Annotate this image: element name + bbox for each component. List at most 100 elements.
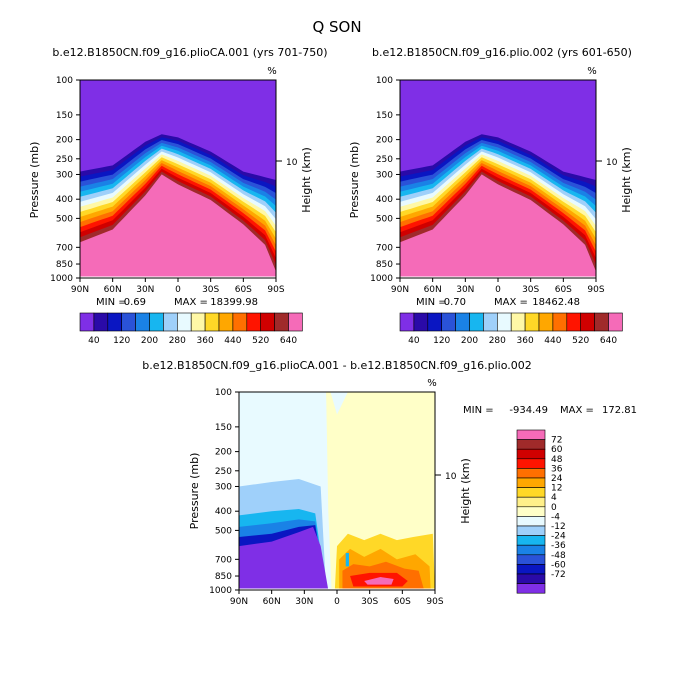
pressure-tick-label: 850 (376, 260, 393, 270)
colorbar-label: -4 (551, 512, 560, 522)
colorbar-label: 0 (551, 503, 557, 513)
panel-1-min-value: 0.69 (124, 297, 146, 308)
panel-1-right-axis-label: Height (km) (300, 147, 313, 213)
pressure-tick-label: 850 (215, 572, 232, 582)
colorbar-label: 360 (197, 336, 214, 346)
pressure-tick-label: 300 (56, 170, 73, 180)
panel-1-colorbar: 40 120 200 280 360 440 520 640 (79, 312, 303, 346)
contour-band (345, 552, 349, 567)
pressure-tick-label: 400 (56, 195, 73, 205)
colorbar-swatch (413, 312, 429, 332)
lat-tick-label: 30N (136, 285, 154, 295)
pressure-tick-label: 1000 (209, 586, 232, 596)
panel-2-right-axis-label: Height (km) (620, 147, 633, 213)
colorbar-swatch (93, 312, 109, 332)
panel-2-min-value: 0.70 (444, 297, 466, 308)
panel-1-min-label: MIN = (96, 297, 127, 308)
colorbar-swatch (516, 535, 546, 546)
colorbar-swatch (204, 312, 220, 332)
lat-tick-label: 90N (71, 285, 89, 295)
pressure-tick-label: 700 (376, 243, 393, 253)
colorbar-swatch (516, 564, 546, 575)
colorbar-swatch (516, 429, 546, 440)
panel-3-max-label: MAX = (560, 405, 594, 416)
figure-title: Q SON (312, 18, 361, 36)
panel-1-max-value: 18399.98 (210, 297, 258, 308)
colorbar-label: 120 (113, 336, 130, 346)
colorbar-swatch (135, 312, 150, 332)
colorbar-swatch (246, 312, 262, 332)
colorbar-swatch (594, 312, 609, 332)
contour-band (400, 174, 596, 278)
panel-3: b.e12.B1850CN.f09_g16.plioCA.001 - b.e12… (142, 359, 637, 607)
panel-2: b.e12.B1850CN.f09_g16.plio.002 (yrs 601-… (348, 46, 633, 346)
lat-tick-label: 90S (587, 285, 604, 295)
colorbar-swatch (516, 448, 546, 460)
colorbar-swatch (427, 312, 442, 332)
pressure-tick-label: 400 (215, 507, 232, 517)
pressure-tick-label: 400 (376, 195, 393, 205)
lat-tick-label: 60N (424, 285, 442, 295)
pressure-tick-label: 1000 (370, 274, 393, 284)
colorbar-swatch (552, 312, 568, 332)
panel-1-field (80, 80, 276, 278)
colorbar-swatch (149, 312, 164, 332)
pressure-tick-label: 150 (215, 423, 232, 433)
colorbar-label: 48 (551, 455, 563, 465)
colorbar-label: 360 (517, 336, 534, 346)
panel-1: b.e12.B1850CN.f09_g16.plioCA.001 (yrs 70… (28, 46, 328, 346)
colorbar-label: 280 (489, 336, 506, 346)
panel-2-field (400, 80, 596, 278)
pressure-tick-label: 250 (56, 155, 73, 165)
panel-2-pressure-ticks: 100 150 200 250 300 400 500 700 850 1000 (370, 76, 400, 284)
pressure-tick-label: 100 (376, 76, 393, 86)
contour-band (330, 392, 348, 415)
colorbar-swatch (455, 312, 470, 332)
colorbar-swatch (516, 439, 546, 450)
colorbar-swatch (510, 312, 526, 332)
panel-3-y-axis-label: Pressure (mb) (188, 453, 201, 530)
panel-1-subtitle: b.e12.B1850CN.f09_g16.plioCA.001 (yrs 70… (52, 46, 327, 59)
contour-band (364, 577, 394, 585)
colorbar-label: -36 (551, 541, 566, 551)
panel-1-pressure-ticks: 100 150 200 250 300 400 500 700 850 1000 (50, 76, 80, 284)
pressure-tick-label: 200 (215, 448, 232, 458)
colorbar-swatch (516, 468, 546, 479)
colorbar-swatch (399, 312, 415, 332)
lat-tick-label: 90N (391, 285, 409, 295)
pressure-tick-label: 250 (376, 155, 393, 165)
lat-tick-label: 90S (267, 285, 284, 295)
colorbar-swatch (274, 312, 289, 332)
colorbar-swatch (218, 312, 234, 332)
colorbar-label: 640 (280, 336, 297, 346)
lat-tick-label: 60S (394, 597, 411, 607)
colorbar-swatch (580, 312, 595, 332)
pressure-tick-label: 150 (56, 111, 73, 121)
colorbar-swatch (516, 525, 546, 536)
panel-2-y-axis-label: Pressure (mb) (348, 142, 361, 219)
colorbar-label: 120 (433, 336, 450, 346)
colorbar-swatch (232, 312, 248, 332)
colorbar-swatch (177, 312, 192, 332)
lat-tick-label: 90S (426, 597, 443, 607)
panel-3-unit: % (427, 378, 437, 389)
colorbar-swatch (524, 312, 540, 332)
lat-tick-label: 30N (456, 285, 474, 295)
colorbar-label: 40 (408, 336, 420, 346)
pressure-tick-label: 850 (56, 260, 73, 270)
colorbar-label: 60 (551, 445, 563, 455)
panel-2-unit: % (587, 66, 597, 77)
colorbar-swatch (516, 544, 546, 556)
lat-tick-label: 90N (230, 597, 248, 607)
panel-3-height-tick-label: 10 (445, 472, 457, 482)
colorbar-swatch (516, 506, 546, 517)
colorbar-label: -72 (551, 570, 566, 580)
panel-2-min-label: MIN = (416, 297, 447, 308)
colorbar-swatch (496, 312, 512, 332)
colorbar-swatch (516, 496, 546, 508)
colorbar-label: 36 (551, 464, 563, 474)
pressure-tick-label: 500 (376, 214, 393, 224)
colorbar-label: 520 (572, 336, 589, 346)
panel-3-lat-ticks: 90N 60N 30N 0 30S 60S 90S (230, 590, 444, 607)
